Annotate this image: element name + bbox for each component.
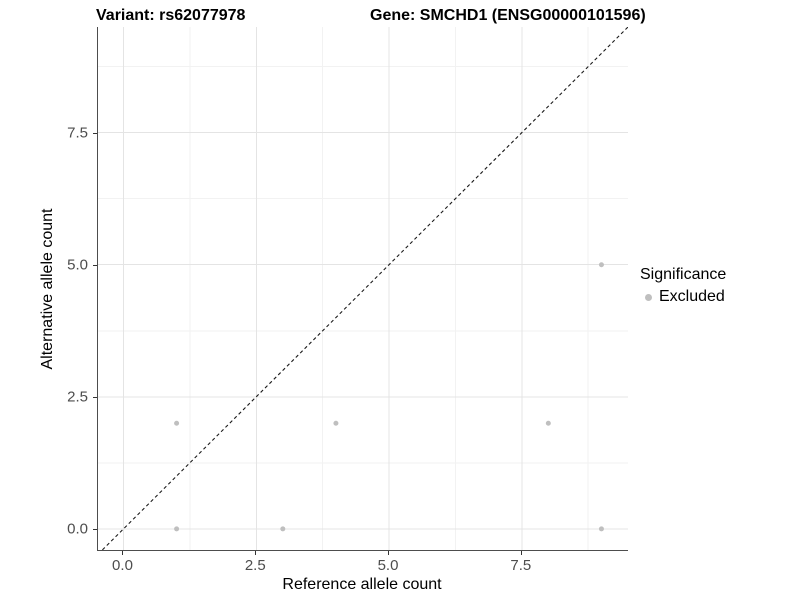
legend: Significance Excluded [640, 266, 726, 306]
y-tick-mark [93, 132, 97, 134]
x-axis-title: Reference allele count [282, 576, 442, 593]
x-tick-label: 0.0 [112, 557, 133, 574]
y-axis-title: Alternative allele count [39, 208, 56, 370]
data-point [280, 526, 286, 532]
legend-key [640, 289, 657, 306]
x-tick-mark [255, 551, 257, 555]
plot-title-gene: Gene: SMCHD1 (ENSG00000101596) [370, 7, 646, 24]
data-point [598, 262, 604, 268]
data-point [174, 526, 180, 532]
x-tick-mark [388, 551, 390, 555]
x-tick-label: 7.5 [510, 557, 532, 574]
plot-panel [97, 27, 628, 551]
data-point [333, 420, 339, 426]
y-tick-label: 2.5 [67, 388, 88, 406]
y-tick-mark [93, 264, 97, 266]
chart-canvas [98, 27, 628, 550]
y-axis: 0.0 2.5 5.0 7.5 [0, 27, 97, 550]
legend-title: Significance [640, 266, 727, 283]
y-tick-mark [93, 528, 97, 530]
y-tick-label: 0.0 [67, 520, 88, 538]
data-point [174, 420, 180, 426]
x-tick-mark [122, 551, 124, 555]
data-point [545, 420, 551, 426]
identity-line [101, 27, 628, 550]
x-tick-mark [520, 551, 522, 555]
plot-title-variant: Variant: rs62077978 [96, 7, 246, 24]
x-tick-label: 5.0 [377, 557, 399, 574]
y-tick-label: 5.0 [67, 256, 88, 274]
legend-point-icon [645, 293, 652, 301]
x-axis: 0.0 2.5 5.0 7.5 [97, 551, 627, 591]
x-tick-label: 2.5 [244, 557, 266, 574]
data-point [598, 526, 604, 532]
legend-entry-excluded: Excluded [640, 288, 726, 306]
y-tick-label: 7.5 [67, 124, 88, 142]
y-tick-mark [93, 396, 97, 398]
legend-entry-label: Excluded [659, 288, 725, 305]
